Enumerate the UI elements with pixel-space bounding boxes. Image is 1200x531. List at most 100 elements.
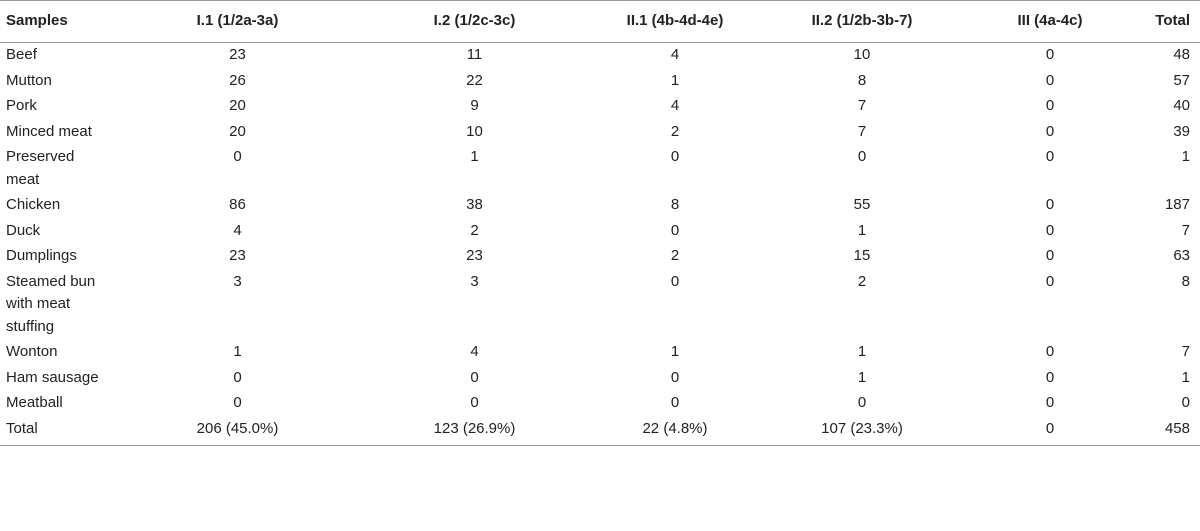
i2-count-cell: 11	[466, 46, 483, 63]
ii1-count-cell: 0	[670, 368, 680, 386]
ii2-count-cell: 7	[857, 97, 867, 114]
table-row: Chicken 86 38 8 55 0 187	[0, 193, 1200, 219]
table-header: Samples I.1 (1/2a-3a) I.2 (1/2c-3c) II.1…	[0, 0, 1200, 43]
i2-count-cell: 0	[470, 394, 479, 411]
ii2-count-cell: 107 (23.3%)	[762, 416, 962, 446]
total-count-cell: 187	[1164, 196, 1190, 213]
total-count-cell: 48	[1173, 46, 1190, 63]
i1-count-cell: 0	[233, 148, 242, 165]
header-row: Samples I.1 (1/2a-3a) I.2 (1/2c-3c) II.1…	[0, 0, 1200, 43]
ii2-count-cell: 1	[857, 221, 867, 239]
i2-count-cell: 4	[470, 343, 479, 360]
column-header-samples: Samples	[0, 0, 114, 43]
sample-name-cell: Wonton	[6, 343, 58, 360]
sample-name-cell: Preserved meat	[6, 148, 75, 188]
ii2-count-cell: 0	[857, 148, 867, 165]
total-count-cell: 1	[1181, 368, 1190, 386]
i1-count-cell: 206 (45.0%)	[114, 416, 361, 446]
column-header-iii: III (4a-4c)	[962, 0, 1138, 43]
sample-name-cell: Duck	[6, 221, 41, 239]
iii-count-cell: 0	[1045, 368, 1055, 386]
table-row: Minced meat 20 10 2 7 0 39	[0, 120, 1200, 146]
ii1-count-cell: 2	[670, 122, 680, 140]
sample-name-cell: Pork	[6, 97, 37, 114]
i1-count-cell: 20	[229, 122, 246, 140]
total-count-cell: 7	[1181, 221, 1190, 239]
i2-count-cell: 10	[466, 122, 483, 140]
ii1-count-cell: 0	[670, 148, 680, 165]
total-count-cell: 458	[1138, 416, 1200, 446]
ii2-count-cell: 0	[857, 394, 867, 411]
i2-count-cell: 123 (26.9%)	[361, 416, 588, 446]
ii2-count-cell: 15	[853, 247, 871, 264]
table-body: Beef 23 11 4 10 0 48 Mutton 26 22 1 8 0 57 Pork 20 9 4 7 0 4…	[0, 43, 1200, 446]
ii1-count-cell: 8	[670, 196, 680, 213]
ii1-count-cell: 4	[670, 97, 680, 114]
ii2-count-cell: 1	[857, 368, 867, 386]
iii-count-cell: 0	[962, 416, 1138, 446]
iii-count-cell: 0	[1045, 272, 1055, 290]
total-count-cell: 1	[1181, 148, 1190, 165]
ii1-count-cell: 4	[670, 46, 680, 63]
i1-count-cell: 4	[233, 221, 242, 239]
i1-count-cell: 0	[233, 368, 242, 386]
table-row: Preserved meat 0 1 0 0 0 1	[0, 145, 1200, 193]
sample-name-cell: Total	[0, 416, 114, 446]
i1-count-cell: 3	[233, 272, 242, 290]
iii-count-cell: 0	[1045, 46, 1055, 63]
total-count-cell: 0	[1181, 394, 1190, 411]
iii-count-cell: 0	[1045, 394, 1055, 411]
ii2-count-cell: 10	[853, 46, 871, 63]
total-count-cell: 39	[1173, 122, 1190, 140]
sample-name-cell: Minced meat	[6, 122, 92, 140]
i2-count-cell: 3	[470, 272, 479, 290]
total-count-cell: 8	[1181, 272, 1190, 290]
table-row: Meatball 0 0 0 0 0 0	[0, 391, 1200, 417]
sample-name-cell: Ham sausage	[6, 368, 99, 386]
ii1-count-cell: 0	[670, 394, 680, 411]
ii1-count-cell: 1	[670, 343, 680, 360]
sample-name-cell: Dumplings	[6, 247, 77, 264]
table-row: Steamed bun with meat stuffing 3 3 0 2 0 8	[0, 270, 1200, 341]
i1-count-cell: 86	[229, 196, 246, 213]
sample-name-cell: Mutton	[6, 71, 52, 89]
sample-name-cell: Meatball	[6, 394, 63, 411]
i2-count-cell: 9	[470, 97, 479, 114]
i1-count-cell: 26	[229, 71, 246, 89]
i2-count-cell: 2	[470, 221, 479, 239]
ii2-count-cell: 8	[857, 71, 867, 89]
ii1-count-cell: 2	[670, 247, 680, 264]
column-header-i2: I.2 (1/2c-3c)	[361, 0, 588, 43]
table-row: Pork 20 9 4 7 0 40	[0, 94, 1200, 120]
i2-count-cell: 0	[470, 368, 479, 386]
i2-count-cell: 38	[466, 196, 483, 213]
ii2-count-cell: 7	[857, 122, 867, 140]
total-count-cell: 63	[1173, 247, 1190, 264]
total-count-cell: 7	[1181, 343, 1190, 360]
i2-count-cell: 23	[466, 247, 483, 264]
ii1-count-cell: 1	[670, 71, 680, 89]
total-row: Total 206 (45.0%) 123 (26.9%) 22 (4.8%) 107 …	[0, 416, 1200, 446]
iii-count-cell: 0	[1045, 221, 1055, 239]
ii2-count-cell: 2	[857, 272, 867, 290]
total-count-cell: 40	[1173, 97, 1190, 114]
table-row: Mutton 26 22 1 8 0 57	[0, 69, 1200, 95]
column-header-ii1: II.1 (4b-4d-4e)	[588, 0, 762, 43]
i1-count-cell: 0	[233, 394, 242, 411]
iii-count-cell: 0	[1045, 71, 1055, 89]
iii-count-cell: 0	[1045, 247, 1055, 264]
iii-count-cell: 0	[1045, 148, 1055, 165]
ii2-count-cell: 1	[857, 343, 867, 360]
table-row: Duck 4 2 0 1 0 7	[0, 219, 1200, 245]
column-header-i1: I.1 (1/2a-3a)	[114, 0, 361, 43]
i1-count-cell: 20	[229, 97, 246, 114]
ii1-count-cell: 0	[670, 272, 680, 290]
i2-count-cell: 1	[470, 148, 479, 165]
ii1-count-cell: 0	[670, 221, 680, 239]
iii-count-cell: 0	[1045, 343, 1055, 360]
sample-name-cell: Chicken	[6, 196, 61, 213]
i1-count-cell: 23	[229, 247, 246, 264]
total-count-cell: 57	[1173, 71, 1190, 89]
column-header-total: Total	[1138, 0, 1200, 43]
table-row: Ham sausage 0 0 0 1 0 1	[0, 366, 1200, 392]
